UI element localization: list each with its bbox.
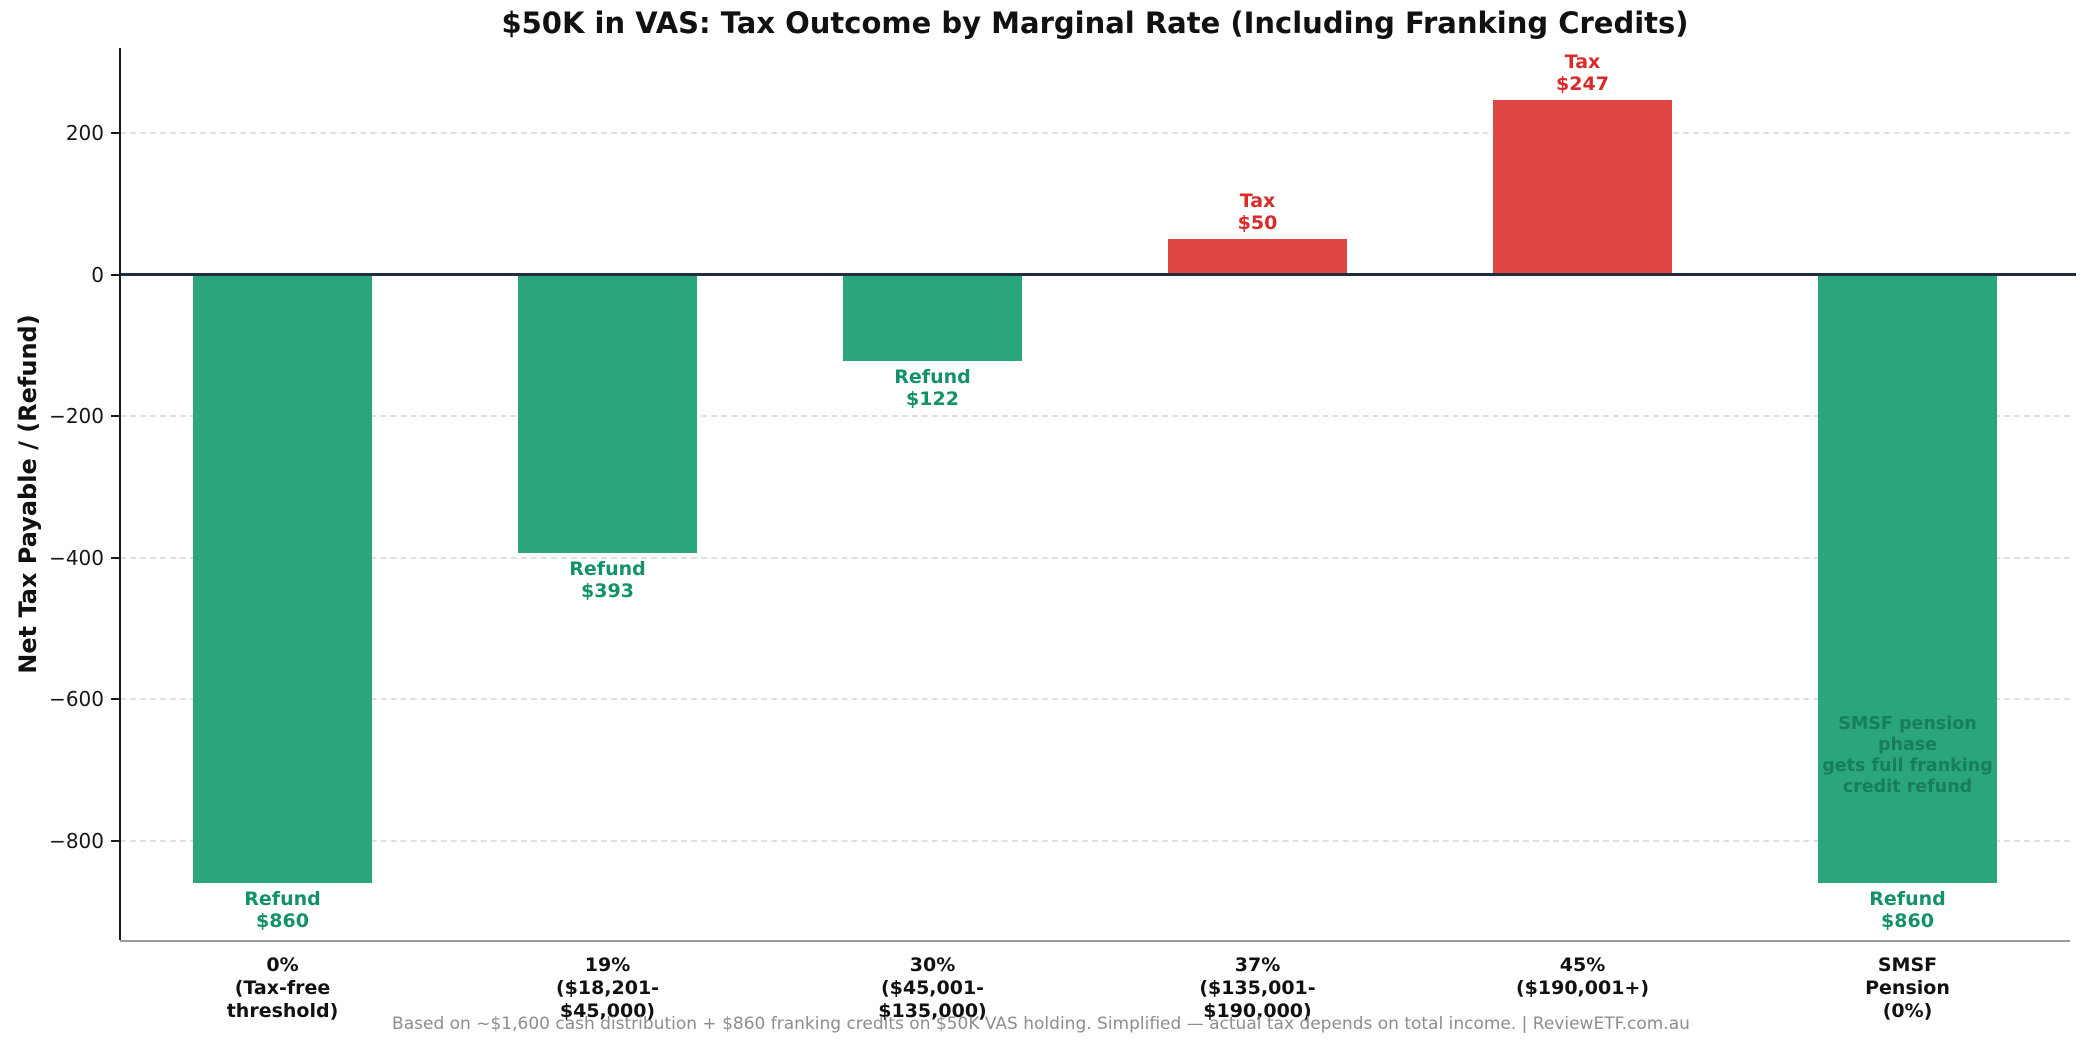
y-tick-label: −200 [49,404,104,429]
y-tick-label: 200 [65,120,104,145]
refund-value-label: Refund $122 [894,365,971,410]
refund-bar [1818,274,1997,884]
y-tick-label: −800 [49,828,104,853]
x-tick-label: 19% ($18,201- $45,000) [555,954,660,1022]
y-tick-mark [111,131,120,134]
y-tick-label: −600 [49,687,104,712]
tax-bar [1493,99,1672,275]
tax-bar [1168,239,1347,275]
tax-value-label: Tax $247 [1556,50,1609,95]
x-tick-label: 45% ($190,001+) [1515,954,1650,999]
smsf-annotation: SMSF pension phase gets full franking cr… [1822,713,1993,797]
tax-value-label: Tax $50 [1237,190,1278,235]
refund-bar [193,274,372,884]
refund-bar [518,274,697,553]
x-tick-label: 30% ($45,001- $135,000) [878,954,987,1022]
refund-value-label: Refund $860 [244,888,321,933]
y-tick-mark [111,273,120,276]
y-axis-spine [119,48,121,940]
refund-bar [843,274,1022,361]
zero-axis-line [120,273,2076,277]
y-gridline [120,556,2070,559]
refund-value-label: Refund $393 [569,557,646,602]
y-tick-mark [111,556,120,559]
refund-value-label: Refund $860 [1869,888,1946,933]
footer-caption: Based on ~$1,600 cash distribution + $86… [392,1014,1690,1034]
y-gridline [120,415,2070,418]
x-tick-label: 37% ($135,001- $190,000) [1199,954,1316,1022]
y-tick-label: 0 [91,262,104,287]
y-gridline [120,698,2070,701]
y-gridline [120,131,2070,134]
y-tick-mark [111,839,120,842]
chart-title: $50K in VAS: Tax Outcome by Marginal Rat… [501,6,1689,40]
x-tick-label: SMSF Pension (0%) [1865,954,1950,1022]
y-tick-label: −400 [49,545,104,570]
x-axis-spine [120,940,2070,942]
y-gridline [120,839,2070,842]
x-tick-label: 0% (Tax-free threshold) [226,954,339,1022]
y-tick-mark [111,415,120,418]
y-tick-mark [111,698,120,701]
y-axis-label: Net Tax Payable / (Refund) [14,314,42,674]
